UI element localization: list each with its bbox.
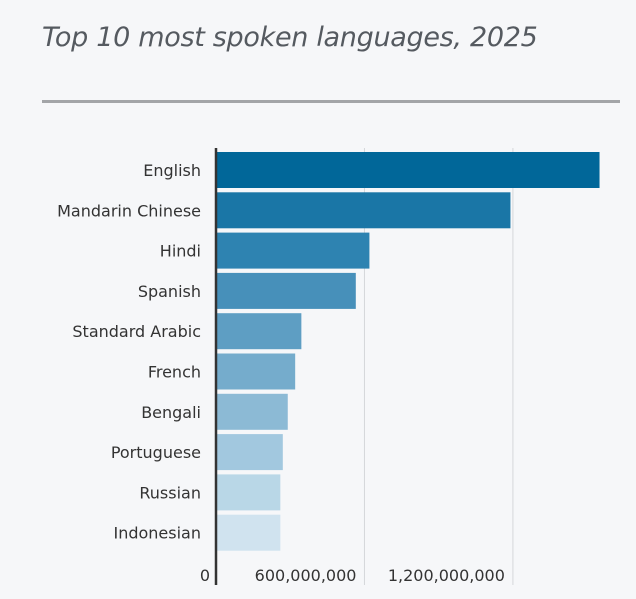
bar-english <box>217 152 600 188</box>
category-label: Standard Arabic <box>72 322 201 341</box>
category-label: Mandarin Chinese <box>57 201 201 220</box>
bar-spanish <box>217 272 356 309</box>
bar-portuguese <box>217 434 283 471</box>
chart-title: Top 10 most spoken languages, 2025 <box>42 22 538 53</box>
bar-french <box>217 353 296 390</box>
category-label: Bengali <box>141 403 201 422</box>
category-label: Indonesian <box>113 524 201 543</box>
x-tick-label: 0 <box>200 566 210 585</box>
category-label: French <box>148 363 201 382</box>
category-label: English <box>143 161 201 180</box>
category-label: Portuguese <box>111 443 201 462</box>
bar-standard-arabic <box>217 313 302 350</box>
category-label: Hindi <box>160 242 201 261</box>
bar-indonesian <box>217 514 281 551</box>
x-tick-label: 1,200,000,000 <box>388 566 505 585</box>
bar-russian <box>217 474 281 511</box>
x-tick-label: 600,000,000 <box>255 566 357 585</box>
category-label: Spanish <box>138 282 201 301</box>
title-divider <box>42 100 620 103</box>
category-label: Russian <box>139 483 201 502</box>
bar-mandarin-chinese <box>217 192 511 229</box>
bar-hindi <box>217 232 370 269</box>
bar-bengali <box>217 393 288 430</box>
